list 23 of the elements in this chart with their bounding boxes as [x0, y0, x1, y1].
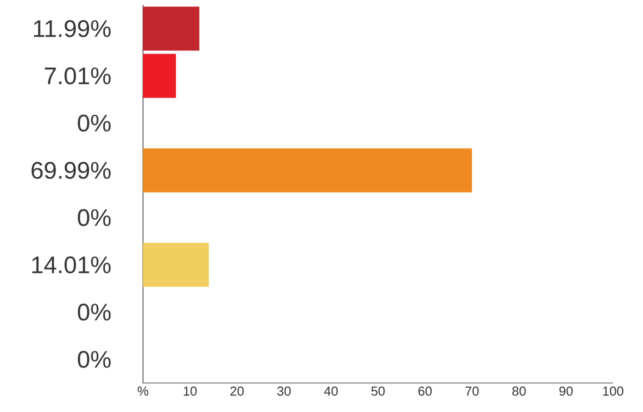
data-label: 11.99% [34, 20, 111, 38]
data-label: 7.01% [44, 67, 111, 84]
data-label: 0% [78, 209, 111, 226]
bar [143, 54, 176, 98]
x-tick-label: % [138, 386, 148, 396]
x-tick-label: 70 [465, 386, 479, 396]
x-tick-label: 40 [324, 386, 338, 396]
data-label: 0% [78, 350, 111, 368]
data-label: 69.99% [32, 162, 111, 179]
x-tick-label: 90 [559, 386, 573, 396]
x-tick-label: 100 [603, 386, 624, 396]
data-label: 14.01% [32, 256, 111, 274]
data-label: 0% [78, 304, 111, 321]
bar [143, 242, 209, 287]
x-tick-label: 60 [418, 386, 432, 396]
x-tick-label: 50 [371, 386, 385, 396]
bar [143, 6, 200, 51]
x-tick-label: 10 [184, 386, 197, 396]
x-tick-label: 20 [230, 386, 244, 396]
data-label: 0% [78, 114, 111, 132]
x-tick-label: 80 [512, 386, 526, 396]
bar [143, 148, 472, 192]
x-tick-label: 30 [277, 386, 291, 396]
